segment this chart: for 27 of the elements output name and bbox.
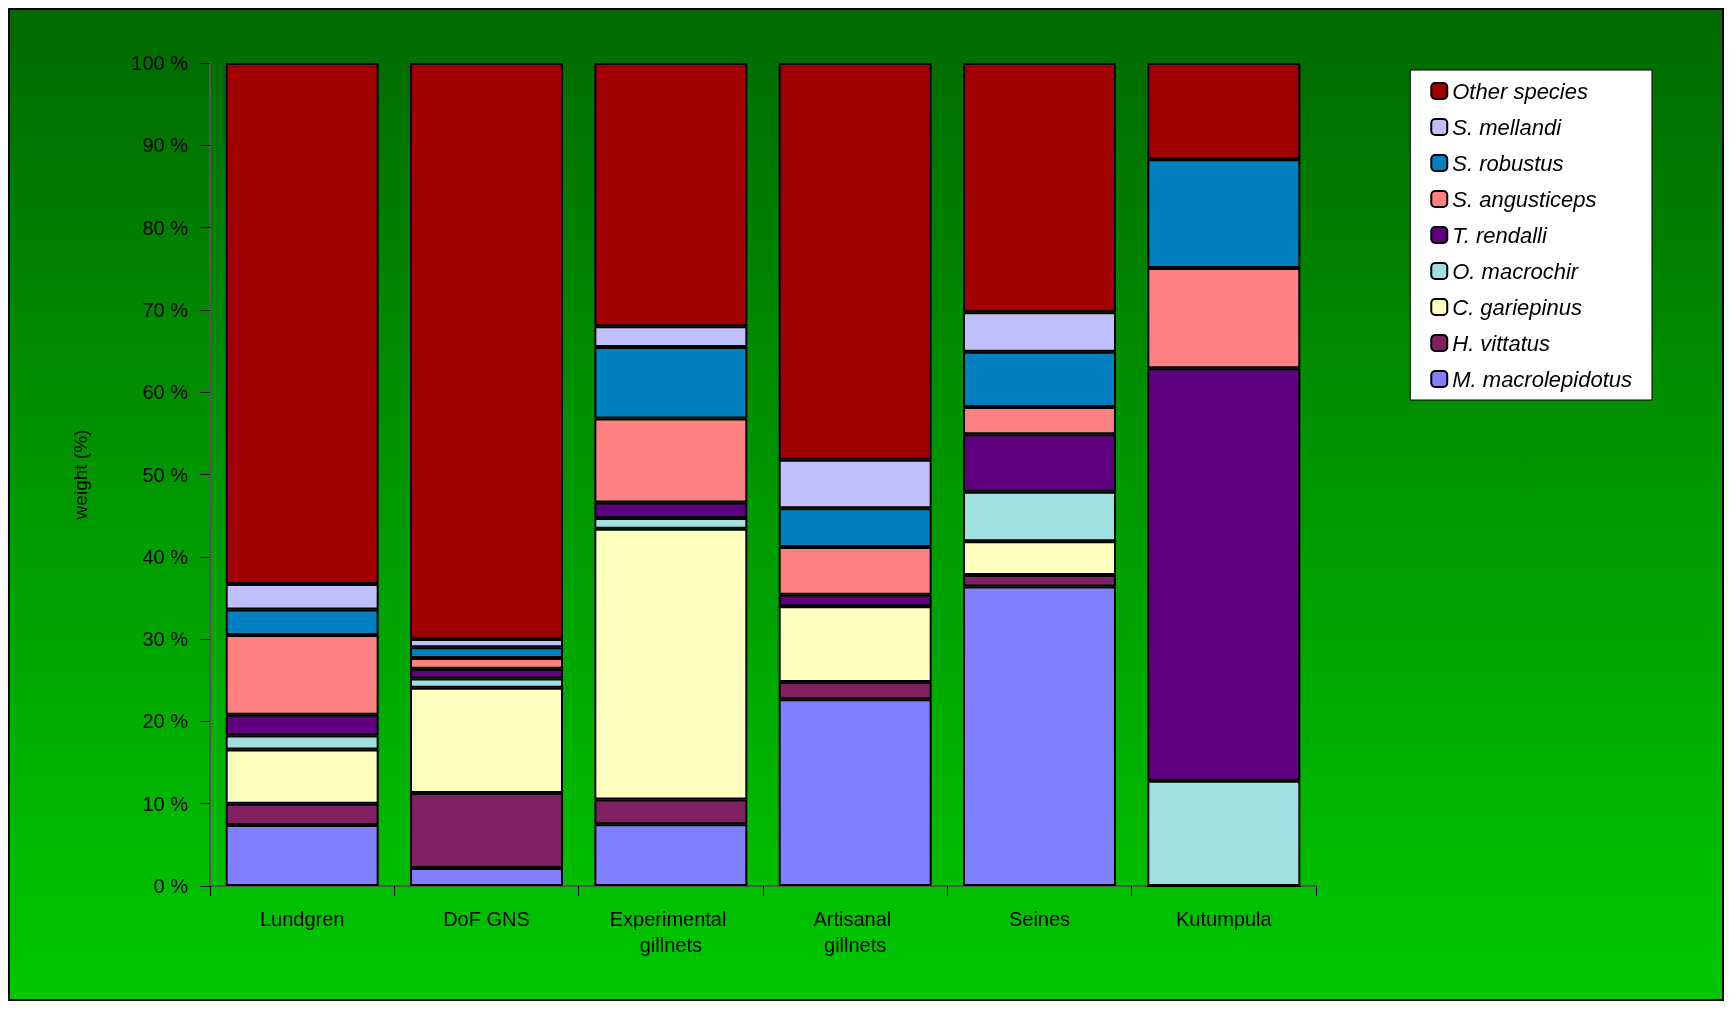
- x-tick-label: Experimental gillnets: [609, 908, 732, 956]
- y-tick-label: 30 %: [142, 628, 189, 651]
- y-tick-label: 10 %: [142, 792, 189, 815]
- y-tick-label: 60 %: [142, 381, 189, 404]
- y-axis-title: weight (%): [70, 429, 91, 521]
- y-tick-label: 100 %: [131, 52, 189, 74]
- y-tick-label: 0 %: [153, 875, 189, 897]
- legend-label: M. macrolepidotus: [1452, 366, 1633, 392]
- legend-label: S. mellandi: [1452, 114, 1563, 140]
- x-tick-label: Artisanal gillnets: [813, 908, 897, 956]
- y-tick-label: 90 %: [142, 134, 189, 157]
- legend-label: O. macrochir: [1452, 258, 1580, 284]
- legend-label: T. rendalli: [1452, 222, 1548, 248]
- y-tick-label: 80 %: [142, 216, 189, 239]
- x-tick-label: Lundgren: [259, 908, 345, 930]
- legend-label: H. vittatus: [1452, 330, 1551, 356]
- legend-label: S. angusticeps: [1452, 186, 1597, 212]
- y-tick-label: 20 %: [142, 710, 189, 733]
- legend-label: S. robustus: [1452, 150, 1564, 176]
- legend-label: C. gariepinus: [1452, 294, 1582, 320]
- y-tick-label: 40 %: [142, 545, 189, 568]
- y-tick-label: 50 %: [142, 463, 189, 486]
- y-tick-label: 70 %: [142, 298, 189, 321]
- x-tick-label: Seines: [1008, 908, 1071, 930]
- x-tick-label: Kutumpula: [1176, 908, 1273, 930]
- x-tick-label: DoF GNS: [443, 908, 530, 930]
- legend-label: Other species: [1452, 78, 1588, 104]
